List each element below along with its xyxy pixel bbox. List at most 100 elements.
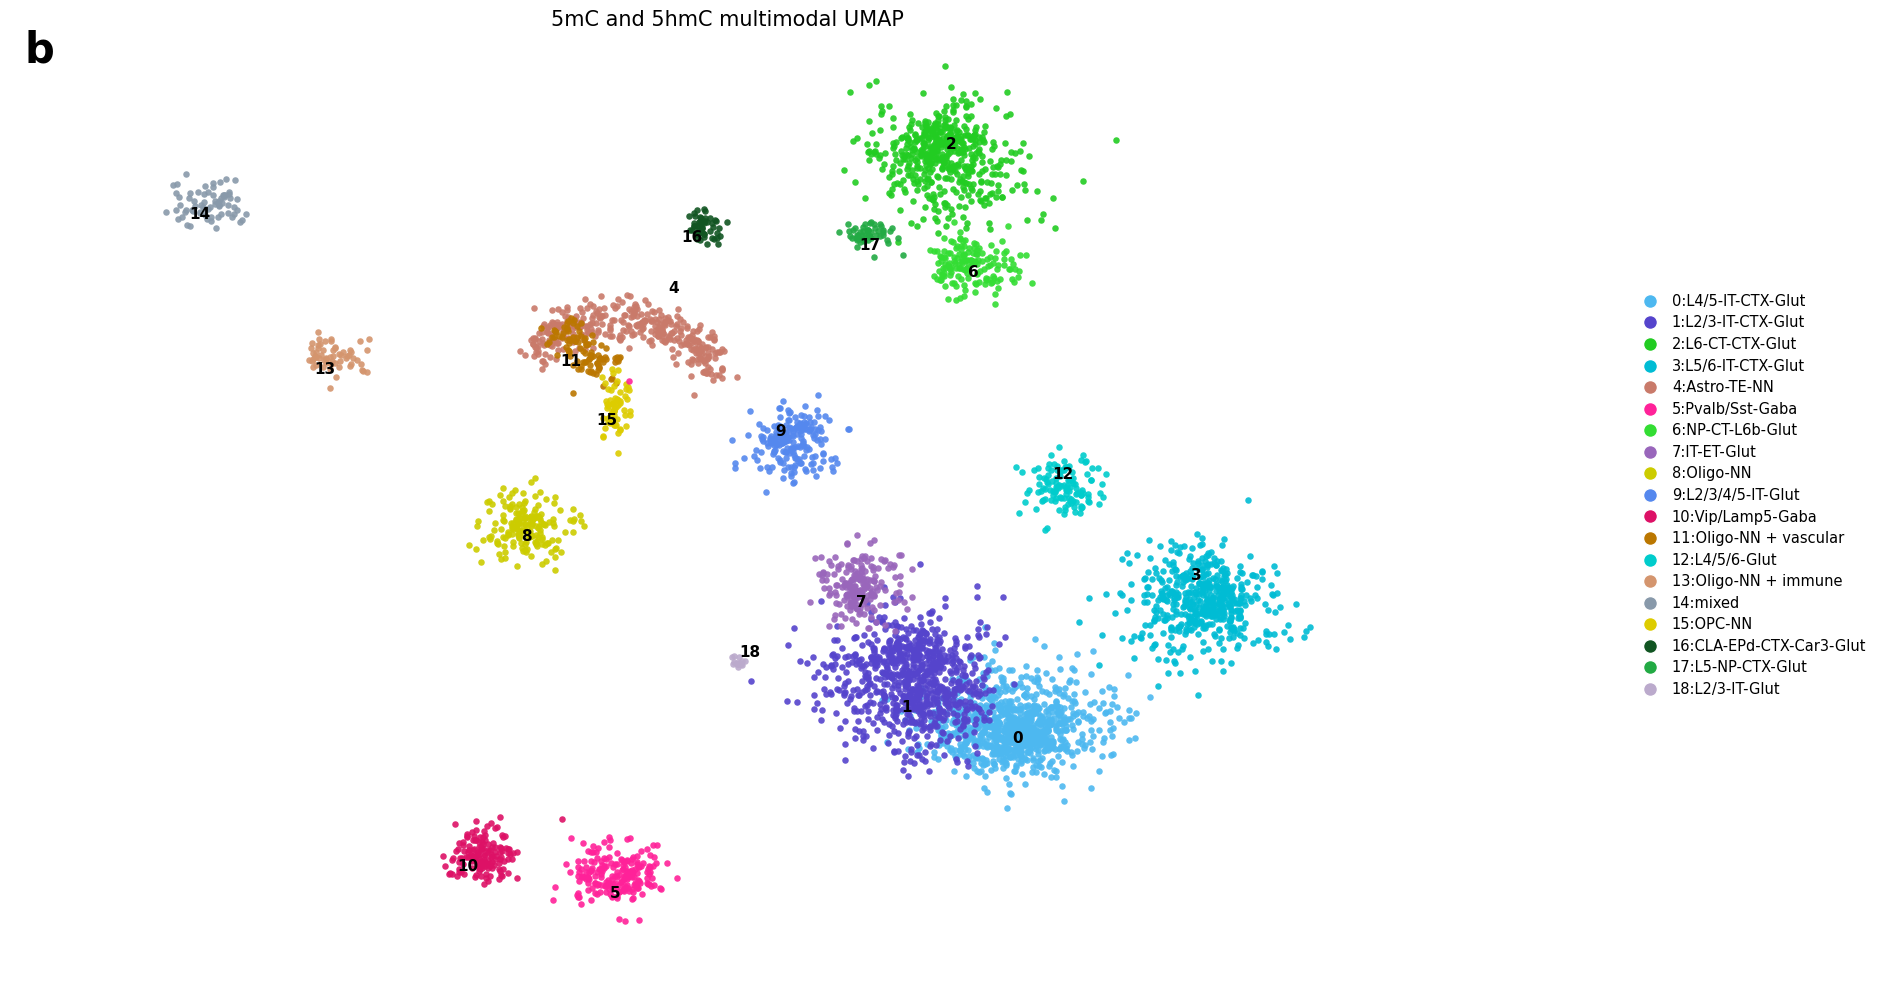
Point [635, 311, 665, 327]
Point [1224, 595, 1254, 610]
Point [962, 733, 992, 749]
Point [1018, 723, 1048, 739]
Point [1024, 678, 1054, 694]
Point [824, 561, 854, 577]
Point [984, 271, 1014, 286]
Point [1031, 735, 1062, 751]
Point [886, 569, 916, 585]
Point [901, 133, 931, 149]
Point [631, 863, 661, 879]
Point [876, 617, 907, 633]
Point [967, 690, 997, 706]
Point [808, 565, 839, 581]
Point [876, 680, 907, 696]
Point [788, 421, 818, 437]
Point [861, 657, 892, 673]
Point [527, 331, 557, 347]
Point [943, 708, 973, 723]
Point [331, 350, 361, 366]
Point [519, 331, 550, 347]
Text: 1: 1 [901, 700, 910, 715]
Point [570, 337, 601, 353]
Point [952, 165, 982, 181]
Point [1026, 736, 1056, 752]
Point [929, 598, 960, 613]
Point [608, 872, 638, 888]
Point [1169, 598, 1200, 613]
Point [544, 336, 574, 352]
Point [865, 147, 895, 163]
Point [1041, 698, 1071, 714]
Point [582, 304, 612, 320]
Point [722, 656, 752, 672]
Point [559, 329, 589, 345]
Point [1013, 734, 1043, 750]
Point [682, 202, 712, 218]
Point [846, 658, 876, 674]
Point [612, 877, 642, 893]
Point [635, 866, 665, 882]
Point [1018, 719, 1048, 735]
Point [504, 529, 535, 545]
Point [982, 183, 1013, 199]
Point [444, 834, 474, 850]
Point [897, 696, 927, 712]
Point [678, 215, 708, 231]
Point [944, 654, 975, 670]
Point [495, 499, 525, 515]
Point [952, 729, 982, 745]
Point [977, 689, 1007, 705]
Point [510, 536, 540, 552]
Point [655, 331, 686, 347]
Point [604, 327, 635, 343]
Point [527, 556, 557, 572]
Point [527, 353, 557, 369]
Point [865, 106, 895, 122]
Point [948, 716, 979, 732]
Point [943, 714, 973, 729]
Point [960, 255, 990, 271]
Point [448, 834, 478, 850]
Point [903, 629, 933, 645]
Point [604, 877, 635, 893]
Point [986, 742, 1016, 758]
Point [591, 876, 621, 892]
Point [608, 402, 638, 418]
Point [1201, 553, 1232, 569]
Point [931, 155, 962, 170]
Point [540, 323, 570, 339]
Point [867, 613, 897, 629]
Point [927, 152, 958, 167]
Point [595, 392, 625, 408]
Point [465, 862, 495, 878]
Point [956, 252, 986, 268]
Point [897, 562, 927, 578]
Point [962, 242, 992, 258]
Point [1205, 572, 1235, 588]
Point [1224, 620, 1254, 636]
Point [618, 851, 648, 867]
Point [436, 851, 467, 867]
Point [886, 703, 916, 718]
Point [992, 84, 1022, 100]
Point [999, 676, 1030, 692]
Point [805, 419, 835, 435]
Point [1160, 537, 1190, 553]
Point [844, 687, 875, 703]
Point [903, 635, 933, 651]
Point [905, 609, 935, 625]
Point [954, 241, 984, 257]
Point [1020, 706, 1050, 721]
Point [935, 260, 965, 275]
Point [1226, 590, 1256, 606]
Point [878, 666, 909, 682]
Point [867, 614, 897, 630]
Point [1188, 643, 1218, 659]
Point [317, 353, 348, 369]
Point [997, 726, 1028, 742]
Point [807, 567, 837, 583]
Point [944, 290, 975, 306]
Point [440, 843, 470, 859]
Point [1211, 585, 1241, 601]
Point [1033, 706, 1064, 721]
